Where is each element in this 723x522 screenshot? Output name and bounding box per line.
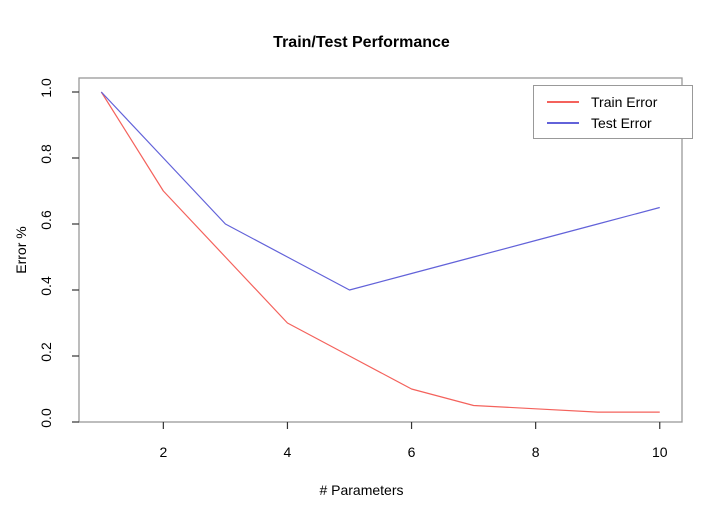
y-tick-label: 0.4	[38, 276, 54, 296]
train-error-line-swatch	[547, 100, 579, 103]
legend-item-test-error: Test Error	[534, 116, 692, 130]
y-tick-label: 0.0	[38, 408, 54, 428]
y-tick-label: 0.2	[38, 342, 54, 362]
plot-box	[78, 77, 683, 423]
x-axis-label: # Parameters	[319, 482, 404, 498]
x-tick-label: 4	[284, 444, 292, 460]
x-tick-label: 8	[532, 444, 540, 460]
series-line-train-error	[100, 91, 660, 413]
legend: Train Error Test Error	[533, 85, 693, 139]
series-line-test-error	[100, 91, 660, 291]
legend-label-test-error: Test Error	[591, 114, 652, 131]
legend-item-train-error: Train Error	[534, 95, 692, 109]
y-tick-label: 0.8	[38, 144, 54, 164]
y-tick-label: 0.6	[38, 210, 54, 230]
test-error-line-swatch	[547, 121, 579, 124]
x-tick-label: 6	[408, 444, 416, 460]
legend-label-train-error: Train Error	[591, 93, 658, 110]
y-tick-label: 1.0	[38, 78, 54, 98]
chart-title: Train/Test Performance	[273, 34, 450, 51]
x-tick-label: 2	[159, 444, 167, 460]
x-tick-label: 10	[652, 444, 668, 460]
